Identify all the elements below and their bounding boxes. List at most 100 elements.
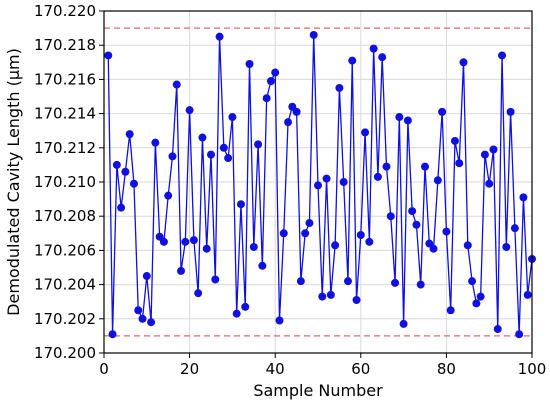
- data-point: [266, 77, 275, 86]
- data-point: [412, 220, 421, 229]
- data-point: [476, 292, 485, 301]
- data-point: [352, 295, 361, 304]
- data-point: [459, 58, 468, 67]
- data-point: [224, 154, 233, 163]
- data-point: [164, 191, 173, 200]
- y-tick-label: 170.202: [34, 310, 96, 328]
- data-point: [438, 107, 447, 116]
- x-tick-label: 60: [351, 360, 370, 378]
- data-point: [365, 237, 374, 246]
- data-point: [241, 302, 250, 311]
- data-point: [129, 179, 138, 188]
- y-tick-label: 170.220: [34, 2, 96, 20]
- data-point: [480, 150, 489, 159]
- data-point: [506, 107, 515, 116]
- x-tick-label: 80: [437, 360, 456, 378]
- data-point: [104, 51, 113, 60]
- data-point: [403, 116, 412, 125]
- x-tick-label: 40: [266, 360, 285, 378]
- data-point: [442, 227, 451, 236]
- data-point: [305, 219, 314, 228]
- data-point: [296, 277, 305, 286]
- data-point: [262, 94, 271, 103]
- data-point: [378, 53, 387, 62]
- data-series: [104, 30, 536, 339]
- data-point: [515, 330, 524, 339]
- data-point: [117, 203, 126, 212]
- y-tick-label: 170.200: [34, 344, 96, 362]
- y-tick-label: 170.204: [34, 276, 96, 294]
- y-tick-label: 170.210: [34, 173, 96, 191]
- x-axis-title: Sample Number: [253, 381, 383, 400]
- data-point: [151, 138, 160, 147]
- series-line: [107, 34, 533, 335]
- data-point: [284, 118, 293, 127]
- data-point: [421, 162, 429, 171]
- data-point: [446, 306, 455, 315]
- data-point: [472, 299, 481, 308]
- data-point: [249, 242, 258, 251]
- data-point: [361, 128, 370, 137]
- data-point: [301, 229, 310, 238]
- y-tick-label: 170.206: [34, 241, 96, 259]
- data-point: [245, 60, 254, 69]
- x-tick-label: 100: [518, 360, 547, 378]
- data-point: [373, 172, 382, 181]
- data-point: [159, 237, 168, 246]
- data-point: [348, 56, 357, 65]
- data-point: [331, 241, 340, 250]
- data-point: [519, 193, 528, 202]
- data-point: [292, 107, 301, 116]
- data-point: [326, 290, 335, 299]
- data-point: [271, 68, 280, 77]
- data-point: [391, 278, 400, 287]
- data-point: [322, 174, 331, 183]
- x-tick-label: 0: [99, 360, 109, 378]
- data-point: [112, 160, 121, 169]
- data-point: [343, 277, 352, 286]
- data-point: [228, 113, 237, 122]
- data-point: [450, 136, 459, 145]
- data-point: [275, 316, 284, 325]
- data-point: [455, 159, 464, 168]
- data-point: [236, 200, 245, 209]
- data-point: [232, 309, 241, 318]
- data-point: [168, 152, 177, 161]
- data-point: [142, 272, 151, 281]
- data-point: [498, 51, 507, 60]
- data-point: [181, 237, 190, 246]
- data-point: [429, 244, 438, 253]
- data-point: [369, 44, 378, 53]
- data-point: [211, 275, 220, 284]
- data-point: [177, 266, 186, 275]
- reference-lines: [104, 27, 532, 337]
- data-point: [416, 280, 425, 289]
- data-point: [279, 229, 288, 238]
- data-point: [399, 319, 408, 328]
- y-tick-label: 170.218: [34, 36, 96, 54]
- data-point: [108, 330, 117, 339]
- y-tick-label: 170.208: [34, 207, 96, 225]
- data-point: [433, 176, 442, 185]
- data-point: [207, 150, 215, 159]
- data-point: [215, 32, 224, 41]
- data-point: [502, 242, 511, 251]
- data-point: [125, 130, 134, 139]
- y-axis-title: Demodulated Cavity Length (μm): [4, 48, 23, 316]
- data-point: [463, 241, 472, 250]
- data-point: [172, 80, 181, 89]
- data-point: [309, 30, 318, 39]
- data-point: [138, 314, 147, 323]
- data-point: [185, 106, 194, 115]
- y-tick-label: 170.214: [34, 105, 96, 123]
- data-point: [219, 143, 228, 152]
- data-point: [121, 167, 130, 176]
- data-point: [386, 212, 395, 221]
- y-tick-label: 170.216: [34, 70, 96, 88]
- data-point: [408, 207, 417, 216]
- data-point: [134, 306, 143, 315]
- data-point: [258, 261, 267, 270]
- data-point: [382, 162, 391, 171]
- data-point: [510, 224, 519, 233]
